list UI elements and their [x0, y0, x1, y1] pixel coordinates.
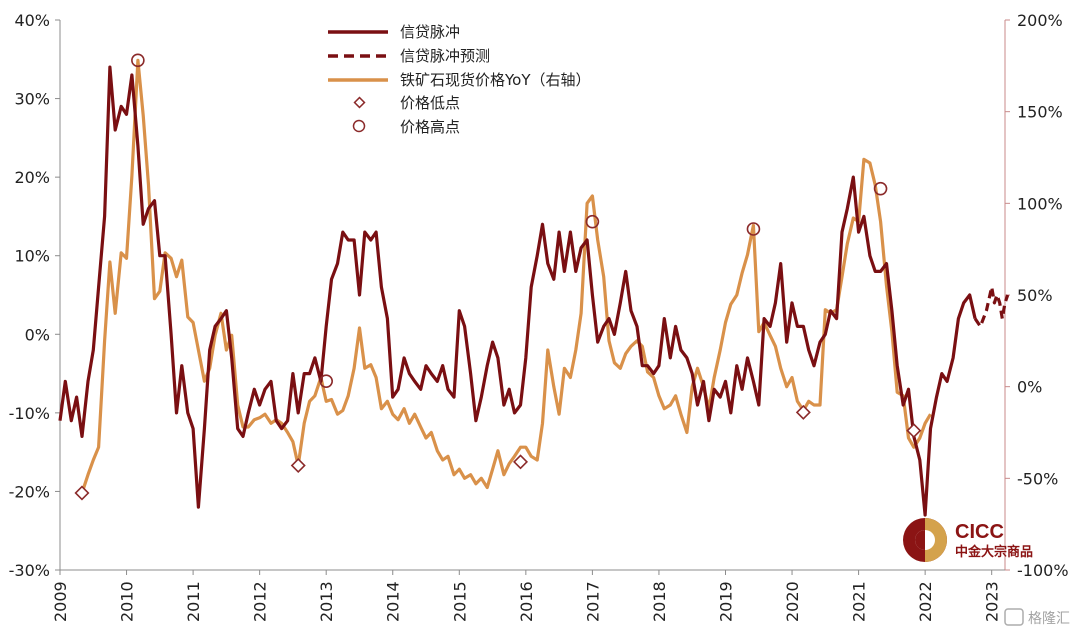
- watermark-text: 格隆汇: [1028, 611, 1070, 627]
- x-tick-label: 2018: [650, 581, 669, 622]
- legend-label-1: 信贷脉冲: [400, 23, 460, 41]
- x-tick-label: 2010: [118, 581, 137, 622]
- left-axis-ticks: 40% 30% 20% 10% 0% -10% -20% -30%: [9, 11, 60, 580]
- left-tick-label: -30%: [9, 561, 50, 580]
- x-tick-label: 2015: [450, 581, 469, 622]
- x-tick-label: 2011: [184, 581, 203, 622]
- price-high-marker: [746, 222, 761, 236]
- x-tick-label: 2021: [850, 581, 869, 622]
- right-tick-label: 0%: [1017, 378, 1042, 397]
- left-tick-label: 20%: [14, 168, 50, 187]
- legend-label-3: 铁矿石现货价格YoY（右轴）: [400, 71, 591, 89]
- price-high-marker: [131, 53, 145, 68]
- legend: 信贷脉冲 信贷脉冲预测 铁矿石现货价格YoY（右轴） 价格低点 价格高点: [328, 23, 591, 136]
- left-tick-label: 0%: [25, 325, 50, 344]
- x-tick-label: 2017: [583, 581, 602, 622]
- watermark-icon: [1004, 608, 1024, 626]
- price-low-marker: [906, 423, 922, 439]
- watermark: 格隆汇: [1004, 608, 1070, 627]
- left-tick-label: 30%: [14, 90, 50, 109]
- left-tick-label: -20%: [9, 482, 50, 501]
- x-tick-label: 2019: [716, 581, 735, 622]
- logo-mark-gold-icon: [925, 518, 947, 562]
- price-low-marker: [74, 485, 90, 501]
- series-line-0: [58, 65, 977, 517]
- right-tick-label: -50%: [1017, 469, 1058, 488]
- right-axis-ticks: 200% 150% 100% 50% 0% -50% -100%: [1005, 11, 1069, 580]
- x-tick-label: 2022: [916, 581, 935, 622]
- price-low-marker: [795, 404, 811, 420]
- left-tick-label: 40%: [14, 11, 50, 30]
- legend-label-5: 价格高点: [400, 118, 460, 136]
- price-high-marker: [873, 181, 888, 196]
- right-tick-label: 150%: [1017, 103, 1063, 122]
- logo-subtitle: 中金大宗商品: [955, 544, 1033, 559]
- series-line-1: [973, 285, 1010, 328]
- price-high-marker: [585, 214, 600, 229]
- logo-name: CICC: [955, 521, 1004, 543]
- axes: [59, 20, 1006, 571]
- x-axis-ticks: 2009 2010 2011 2012 2013 2014 2015 2016 2017 2018…: [51, 570, 1002, 622]
- price-low-marker: [290, 458, 306, 473]
- cicc-logo: CICC 中金大宗商品: [903, 518, 1033, 562]
- right-tick-label: -100%: [1017, 561, 1069, 580]
- price-high-marker: [319, 374, 333, 388]
- legend-circle-icon: [352, 119, 366, 133]
- legend-diamond-icon: [353, 96, 366, 109]
- series-layer: [58, 58, 1010, 517]
- series-line-2: [80, 58, 932, 494]
- x-tick-label: 2023: [983, 581, 1002, 622]
- left-tick-label: -10%: [9, 404, 50, 423]
- legend-label-4: 价格低点: [400, 94, 460, 112]
- left-tick-label: 10%: [14, 247, 50, 266]
- x-tick-label: 2014: [384, 581, 403, 622]
- x-tick-label: 2009: [51, 581, 70, 622]
- x-tick-label: 2013: [317, 581, 336, 622]
- x-tick-label: 2012: [251, 581, 270, 622]
- price-low-marker: [513, 454, 529, 470]
- legend-label-2: 信贷脉冲预测: [400, 47, 490, 65]
- x-tick-label: 2020: [783, 581, 802, 622]
- right-tick-label: 100%: [1017, 194, 1063, 213]
- right-tick-label: 200%: [1017, 11, 1063, 30]
- logo-mark-inner-red-icon: [915, 530, 925, 550]
- x-tick-label: 2016: [517, 581, 536, 622]
- marker-layer: [74, 53, 922, 501]
- right-tick-label: 50%: [1017, 286, 1053, 305]
